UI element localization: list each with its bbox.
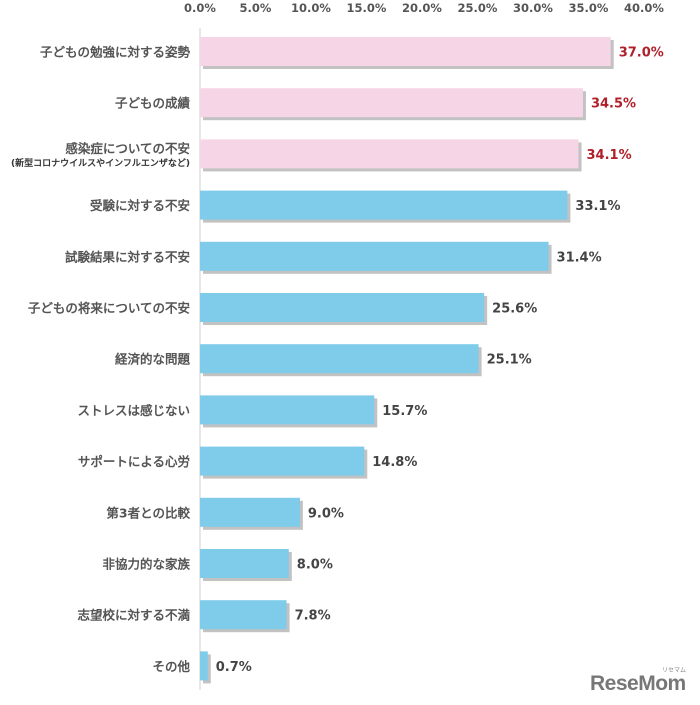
x-tick-label: 35.0% <box>569 1 609 15</box>
category-label: 子どもの将来についての不安 <box>28 301 190 316</box>
x-tick-label: 10.0% <box>291 1 331 15</box>
category-label: 志望校に対する不満 <box>77 608 190 623</box>
bar <box>200 190 568 220</box>
category-label: サポートによる心労 <box>78 454 190 469</box>
data-label: 0.7% <box>216 660 252 675</box>
bar <box>200 344 479 374</box>
bar <box>200 88 583 118</box>
bar <box>200 600 287 630</box>
x-tick-label: 25.0% <box>458 1 498 15</box>
bar <box>200 549 289 578</box>
data-label: 34.5% <box>591 97 636 112</box>
category-label: 感染症についての不安 <box>65 141 190 156</box>
bar <box>200 139 579 169</box>
category-label: 非協力的な家族 <box>102 557 190 572</box>
category-label: 経済的な問題 <box>115 352 191 367</box>
data-label: 33.1% <box>575 199 620 214</box>
category-label: 子どもの成績 <box>115 96 191 111</box>
x-tick-label: 0.0% <box>184 1 216 15</box>
data-label: 8.0% <box>297 558 333 573</box>
bar <box>200 651 208 681</box>
data-label: 25.6% <box>492 302 537 317</box>
x-tick-label: 30.0% <box>513 1 553 15</box>
category-label: 受験に対する不安 <box>90 198 190 213</box>
x-tick-label: 40.0% <box>624 1 664 15</box>
x-tick-label: 20.0% <box>402 1 442 15</box>
data-label: 34.1% <box>587 148 632 163</box>
resemom-logo: ReseMom <box>590 672 686 695</box>
data-label: 25.1% <box>487 353 532 368</box>
x-tick-label: 5.0% <box>240 1 272 15</box>
category-label: 第3者との比較 <box>106 505 190 520</box>
category-label: その他 <box>152 659 190 674</box>
bar <box>200 497 300 527</box>
category-label: 試験結果に対する不安 <box>65 249 190 264</box>
data-label: 31.4% <box>557 250 602 265</box>
bar <box>200 293 485 322</box>
data-label: 15.7% <box>382 404 427 419</box>
category-label: 子どもの勉強に対する姿勢 <box>40 45 191 60</box>
category-sublabel: (新型コロナウイルスやインフルエンザなど) <box>11 157 190 169</box>
bar <box>200 446 365 476</box>
bar <box>200 37 611 66</box>
data-label: 7.8% <box>295 609 331 624</box>
data-label: 9.0% <box>308 506 344 521</box>
bar <box>200 395 375 425</box>
data-label: 37.0% <box>619 46 664 61</box>
data-label: 14.8% <box>372 455 417 470</box>
category-label: ストレスは感じない <box>77 403 190 418</box>
x-tick-label: 15.0% <box>347 1 387 15</box>
bar <box>200 241 549 271</box>
resemom-logo-kana: リセマム <box>662 667 687 674</box>
